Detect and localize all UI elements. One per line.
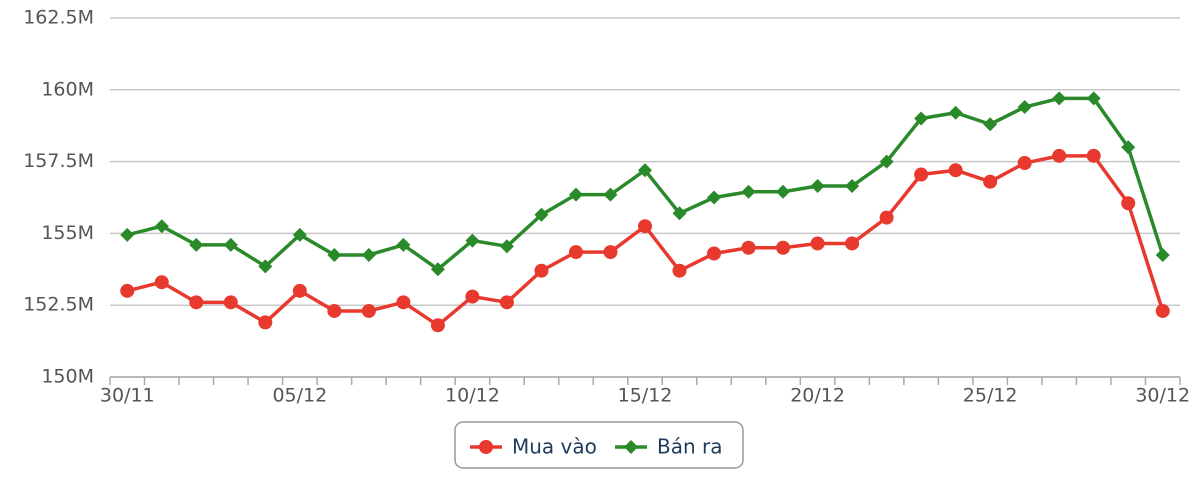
data-point: [396, 237, 411, 252]
series-line: [126, 96, 1165, 272]
legend-label[interactable]: Mua vào: [512, 435, 597, 459]
data-point: [845, 179, 860, 194]
data-point: [638, 163, 652, 178]
data-point: [741, 184, 756, 199]
data-point: [707, 190, 722, 205]
data-point: [603, 187, 618, 202]
legend-marker: [624, 440, 638, 454]
data-point: [189, 237, 204, 252]
data-point: [292, 283, 307, 298]
data-point: [327, 303, 342, 318]
data-point: [879, 210, 894, 225]
data-point: [1121, 196, 1136, 211]
data-point: [810, 179, 825, 194]
data-point: [223, 295, 238, 310]
data-point: [568, 187, 583, 202]
data-point: [120, 227, 135, 242]
data-point: [327, 247, 342, 262]
data-point: [741, 240, 756, 255]
y-tick-label: 152.5M: [23, 294, 94, 316]
legend-box: [454, 421, 744, 469]
data-point: [776, 184, 791, 199]
data-point: [707, 246, 722, 261]
data-point: [1155, 247, 1170, 262]
data-point: [983, 174, 998, 189]
data-point: [465, 289, 480, 304]
data-point: [568, 245, 583, 260]
data-point: [361, 303, 376, 318]
data-point: [1086, 91, 1101, 106]
legend-marker: [479, 440, 493, 454]
data-point: [292, 227, 307, 242]
data-point: [120, 283, 135, 298]
x-tick-label: 25/12: [963, 385, 1018, 407]
y-tick-label: 150M: [41, 366, 94, 388]
data-point: [396, 295, 411, 310]
data-point: [810, 236, 825, 251]
data-point: [1052, 148, 1067, 163]
data-point: [258, 259, 273, 274]
data-point: [499, 295, 514, 310]
data-point: [1086, 148, 1101, 163]
data-point: [983, 117, 998, 132]
data-point: [672, 263, 687, 278]
data-point: [258, 315, 273, 330]
data-point: [948, 105, 963, 120]
data-point: [499, 239, 514, 254]
data-point: [534, 263, 549, 278]
data-point: [914, 111, 929, 126]
data-point: [1017, 156, 1032, 171]
x-tick-label: 10/12: [445, 385, 500, 407]
data-point: [948, 163, 963, 178]
y-tick-label: 155M: [41, 222, 94, 244]
data-point: [1121, 140, 1136, 155]
data-point: [879, 154, 894, 169]
data-point: [189, 295, 204, 310]
data-point: [638, 219, 652, 234]
data-point: [154, 275, 169, 290]
data-point: [154, 219, 169, 234]
series-line: [126, 154, 1165, 328]
x-tick-label: 05/12: [272, 385, 327, 407]
data-point: [1017, 100, 1032, 115]
data-point: [914, 167, 929, 182]
y-tick-label: 157.5M: [23, 150, 94, 172]
data-point: [430, 318, 445, 333]
data-point: [1155, 303, 1170, 318]
x-tick-label: 30/11: [100, 385, 155, 407]
x-tick-label: 20/12: [790, 385, 845, 407]
legend-label[interactable]: Bán ra: [657, 435, 723, 459]
data-point: [223, 237, 238, 252]
data-point: [672, 206, 687, 221]
data-point: [776, 240, 791, 255]
data-point: [361, 247, 376, 262]
data-point: [430, 262, 445, 277]
data-point: [603, 245, 618, 260]
data-point: [845, 236, 860, 251]
x-tick-label: 30/12: [1135, 385, 1190, 407]
x-tick-label: 15/12: [618, 385, 673, 407]
data-point: [465, 233, 480, 248]
y-tick-label: 160M: [41, 78, 94, 100]
y-tick-label: 162.5M: [23, 7, 94, 29]
data-point: [1052, 91, 1067, 106]
data-point: [534, 207, 549, 222]
